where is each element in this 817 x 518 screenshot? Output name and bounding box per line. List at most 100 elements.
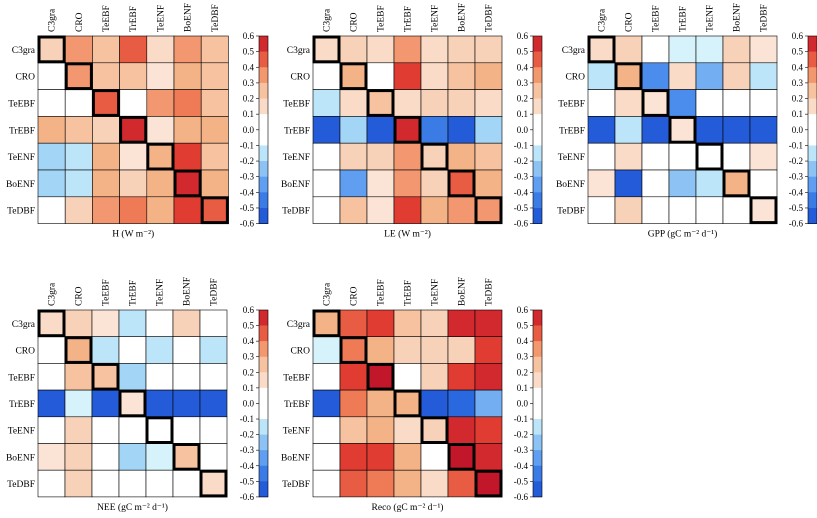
heatmap-cell	[145, 443, 174, 471]
heatmap-cell	[91, 469, 120, 498]
heatmap-cell	[366, 443, 395, 471]
heatmap-cell	[366, 363, 395, 391]
colorbar-tick-label: -0.1	[240, 140, 254, 150]
heatmap-cell	[393, 469, 422, 498]
heatmap-cell	[339, 443, 368, 471]
colorbar-tick-label: -0.5	[514, 203, 529, 213]
heatmap-cell	[749, 35, 778, 64]
diagonal-highlight	[199, 469, 228, 498]
diagonal-highlight	[37, 35, 66, 64]
heatmap-cell	[119, 142, 148, 171]
colorbar-tick-label: 0.4	[243, 336, 255, 346]
heatmap-cell	[172, 416, 201, 444]
heatmap-cell	[393, 196, 422, 224]
heatmap-cell	[92, 89, 120, 117]
colorbar-segment	[259, 192, 268, 209]
heatmap-cell	[37, 142, 66, 171]
heatmap-cell	[474, 89, 503, 117]
colorbar-segment	[259, 434, 268, 451]
heatmap-cell	[420, 443, 449, 471]
heatmap-cell	[641, 62, 670, 90]
heatmap-cell	[37, 169, 66, 198]
heatmap-cell	[393, 62, 422, 90]
colorbar-tick-label: 0.4	[792, 62, 804, 72]
heatmap-cell	[695, 89, 724, 117]
heatmap-cell	[393, 363, 422, 391]
heatmap-cell	[614, 169, 643, 198]
diagonal-highlight	[200, 196, 229, 225]
column-label: BoENF	[184, 3, 194, 32]
heatmap-cell	[474, 389, 503, 418]
colorbar-segment	[533, 192, 542, 209]
colorbar-tick-label: 0.3	[243, 78, 255, 88]
diagonal-highlight	[172, 443, 201, 471]
row-label: TeEBF	[283, 100, 310, 110]
heatmap-cell	[172, 336, 201, 364]
colorbar-segment	[808, 129, 817, 146]
column-label: BoENF	[183, 277, 193, 306]
colorbar-segment	[533, 114, 542, 131]
diagonal-highlight	[614, 62, 643, 91]
heatmap-cell	[64, 169, 93, 198]
column-label: TeDBF	[211, 4, 221, 32]
heatmap-cell	[393, 443, 422, 471]
colorbar-tick-label: -0.3	[514, 172, 529, 182]
heatmap-cell	[146, 196, 175, 224]
diagonal-highlight	[312, 309, 341, 338]
colorbar-segment	[259, 51, 268, 68]
colorbar-tick-label: 0.2	[517, 367, 528, 377]
heatmap-cell	[312, 196, 341, 224]
colorbar-segment	[533, 465, 542, 482]
heatmap-cell	[722, 35, 751, 64]
colorbar-segment	[259, 341, 268, 358]
heatmap-cell	[668, 116, 697, 144]
colorbar-tick-label: 0.1	[792, 109, 803, 119]
heatmap-cell	[393, 309, 422, 338]
heatmap-cell	[695, 169, 724, 198]
heatmap-cell	[366, 309, 395, 338]
heatmap-cell	[200, 35, 229, 64]
heatmap-cell	[447, 363, 476, 391]
heatmap-panel-4: C3gra CRO TeEBF TrEBF TeENF BoENF TeDBF C3gra CR…	[6, 277, 269, 513]
colorbar-tick-label: -0.5	[514, 476, 529, 486]
heatmap-cell	[587, 35, 616, 64]
heatmap-cell	[393, 116, 422, 144]
heatmap-cell	[668, 35, 697, 64]
heatmap-cell	[200, 196, 229, 224]
heatmap-cell	[474, 169, 503, 198]
diagonal-highlight	[393, 389, 422, 418]
colorbar-segment	[259, 82, 268, 99]
diagonal-highlight	[641, 89, 670, 117]
heatmap-cell	[366, 389, 395, 418]
colorbar-tick-label: -0.6	[240, 219, 255, 229]
heatmap-cell	[64, 416, 93, 444]
colorbar-segment	[259, 161, 268, 177]
heatmap-cell	[695, 116, 724, 144]
colorbar-segment	[808, 207, 817, 224]
heatmap-cell	[393, 169, 422, 198]
row-label: CRO	[565, 73, 585, 83]
diagonal-highlight	[37, 309, 66, 338]
colorbar-tick-label: -0.6	[514, 492, 529, 502]
colorbar-tick-label: 0.6	[517, 305, 529, 315]
heatmap-cell	[64, 62, 93, 90]
colorbar-segment	[533, 129, 542, 146]
heatmap-cell	[173, 62, 202, 90]
heatmap-cell	[749, 196, 778, 224]
heatmap-cell	[118, 469, 147, 498]
colorbar-segment	[259, 310, 268, 326]
colorbar-segment	[259, 465, 268, 482]
heatmap-cell	[172, 363, 201, 391]
colorbar-segment	[808, 114, 817, 131]
heatmap-cell	[145, 336, 174, 364]
column-label: TeEBF	[102, 279, 112, 306]
heatmap-cell	[312, 116, 341, 144]
colorbar-tick-label: -0.1	[514, 414, 528, 424]
heatmap-cell	[64, 443, 93, 471]
colorbar-segment	[808, 36, 817, 52]
colorbar-segment	[533, 325, 542, 342]
heatmap-cell	[173, 169, 202, 198]
row-label: TeENF	[558, 153, 585, 163]
column-label: TrEBF	[679, 6, 689, 32]
row-label: TeEBF	[283, 373, 310, 383]
